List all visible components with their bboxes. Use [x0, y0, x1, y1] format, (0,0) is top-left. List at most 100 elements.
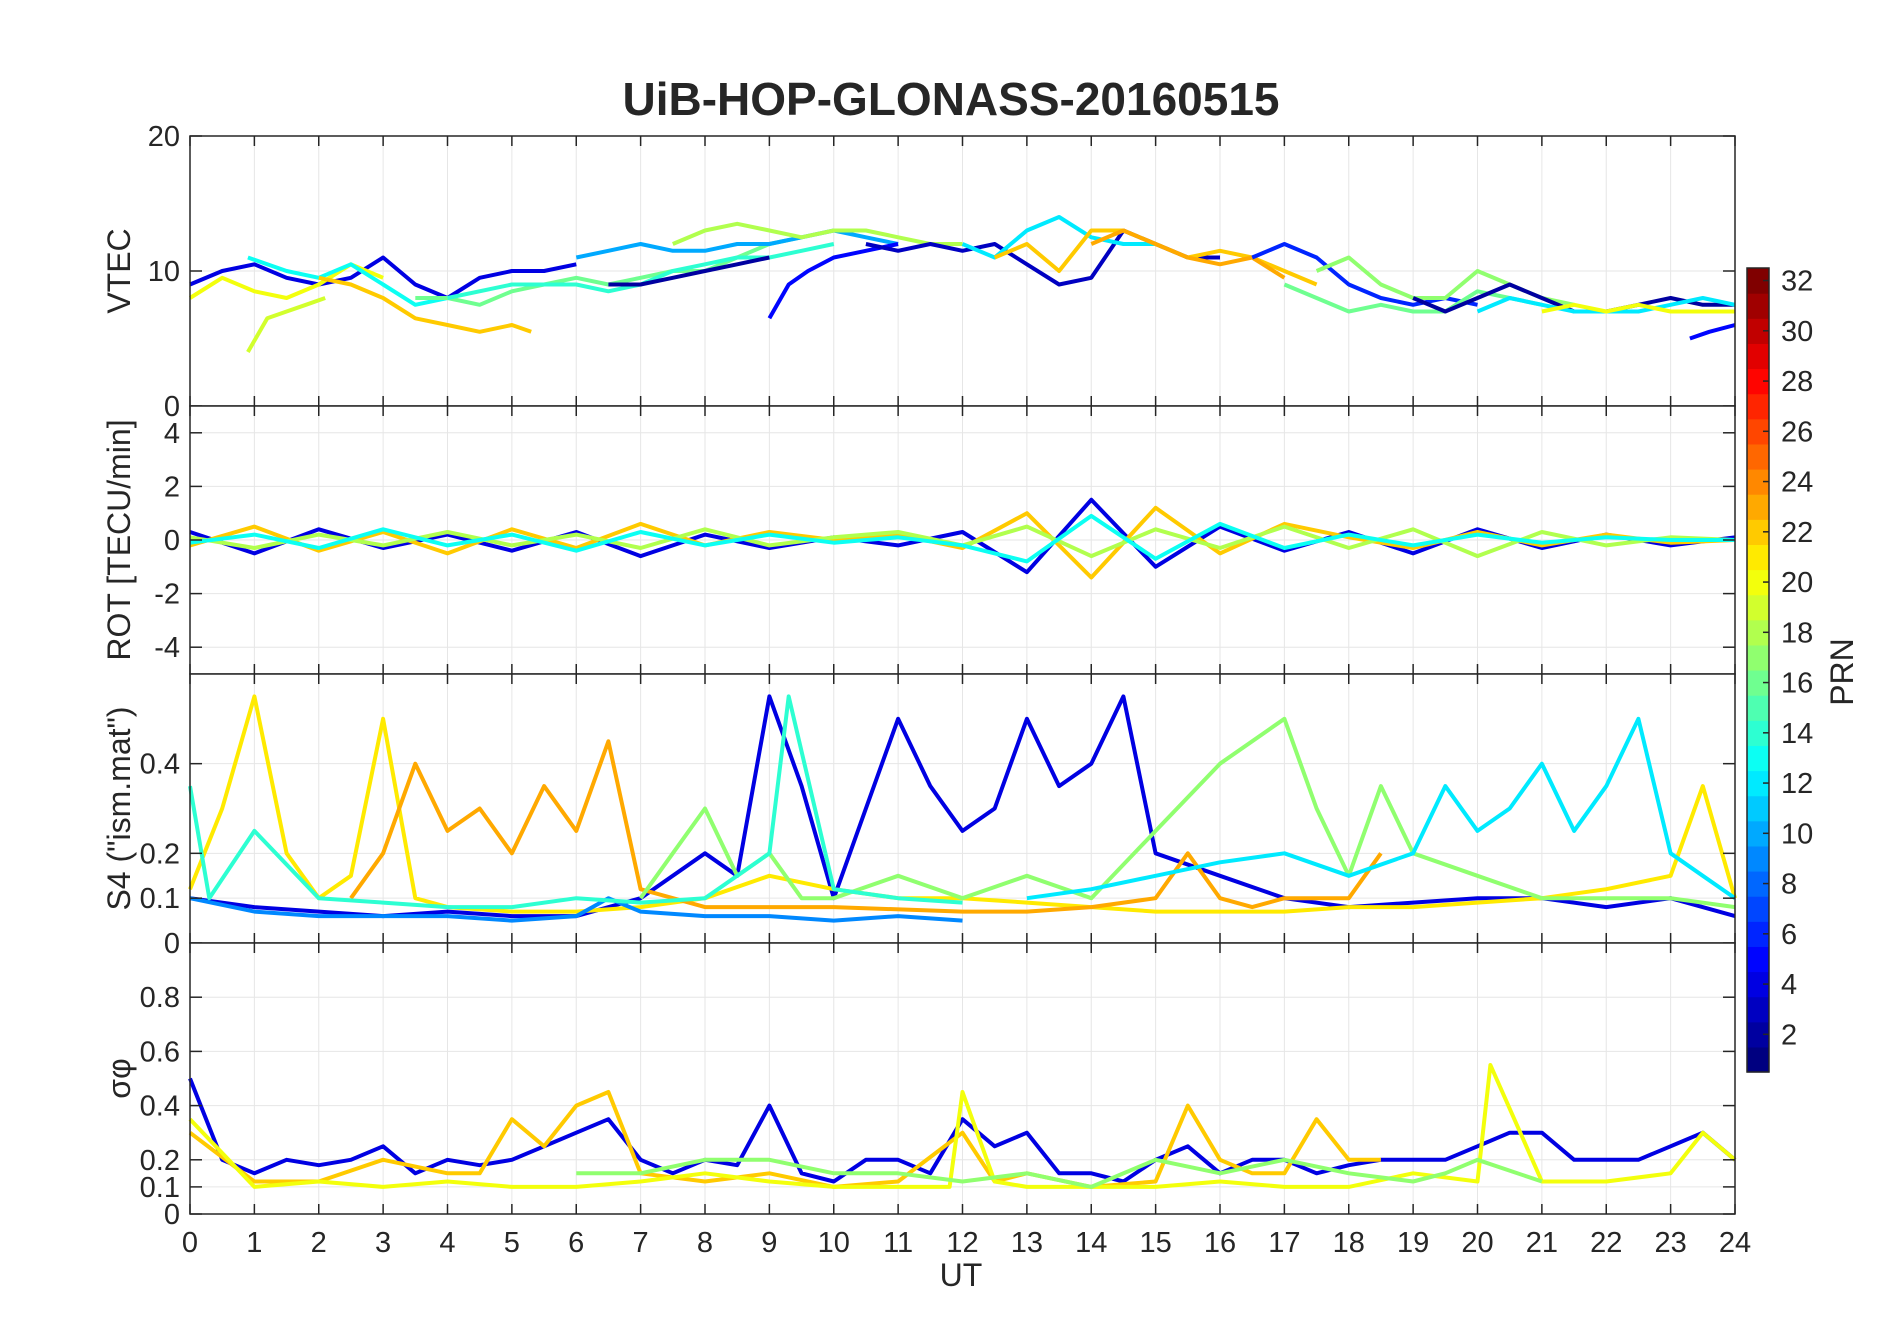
colorbar-swatch — [1747, 443, 1769, 470]
x-tick-label: 9 — [761, 1227, 777, 1259]
colorbar-swatch — [1747, 670, 1769, 696]
series-line-prn-22 — [318, 275, 532, 334]
colorbar-swatch — [1747, 393, 1769, 420]
y-tick-label: 0 — [164, 391, 180, 423]
colorbar-swatch — [1747, 594, 1769, 621]
x-tick-label: 24 — [1719, 1227, 1751, 1259]
colorbar-tick-label: 8 — [1781, 869, 1797, 901]
y-tick-label: 0 — [164, 1199, 180, 1231]
x-tick-label: 14 — [1075, 1227, 1107, 1259]
series-line-prn-14 — [188, 694, 963, 910]
colorbar-tick-label: 20 — [1781, 567, 1813, 599]
colorbar-tick-label: 2 — [1781, 1019, 1797, 1051]
panel-rot: -4 -2 0 2 4 ROT [TECU/min] — [101, 405, 1736, 675]
series-line-prn-4 — [189, 694, 1736, 919]
colorbar-frame — [1746, 267, 1770, 1073]
y-tick-label: 10 — [148, 256, 180, 288]
y-tick-label: 2 — [164, 471, 180, 503]
colorbar-swatch — [1747, 318, 1769, 344]
x-tick-label: 15 — [1139, 1227, 1171, 1259]
colorbar-tick-label: 4 — [1781, 969, 1797, 1001]
series-line-prn-5 — [767, 242, 899, 320]
colorbar-tick-label: 28 — [1781, 366, 1813, 398]
colorbar-swatch — [1747, 971, 1769, 998]
colorbar-swatch — [1747, 745, 1769, 772]
series-line-prn-23 — [349, 739, 1383, 914]
x-tick-label: 13 — [1011, 1227, 1043, 1259]
colorbar-tick-label: 30 — [1781, 316, 1813, 348]
x-tick-label: 19 — [1397, 1227, 1429, 1259]
colorbar-swatch — [1747, 871, 1769, 897]
y-tick-label: 0.2 — [140, 1145, 180, 1177]
colorbar-swatch — [1747, 946, 1769, 973]
colorbar-swatch — [1747, 921, 1769, 947]
colorbar-swatch — [1747, 368, 1769, 395]
series-line-prn-4 — [189, 255, 577, 300]
series-line-prn-13 — [189, 513, 1735, 564]
x-tick-label: 12 — [946, 1227, 978, 1259]
colorbar-tick-label: 24 — [1781, 467, 1813, 499]
y-axis-label: ROT [TECU/min] — [101, 419, 137, 660]
y-tick-label: 0 — [164, 525, 180, 557]
y-tick-label: 0.4 — [140, 1091, 180, 1123]
colorbar-tick-label: 14 — [1781, 718, 1813, 750]
colorbar-swatch — [1747, 343, 1769, 370]
x-tick-label: 4 — [439, 1227, 455, 1259]
colorbar-swatch — [1747, 619, 1769, 646]
x-tick-label: 3 — [375, 1227, 391, 1259]
series-line-prn-13 — [247, 255, 448, 307]
colorbar-swatch — [1747, 293, 1769, 319]
y-tick-label: 0.8 — [140, 982, 180, 1014]
colorbar-swatch — [1747, 845, 1769, 872]
colorbar-swatch — [1747, 1021, 1769, 1048]
colorbar-swatch — [1747, 720, 1769, 746]
x-tick-label: 5 — [504, 1227, 520, 1259]
y-tick-label: 0 — [164, 928, 180, 960]
colorbar-tick-label: 6 — [1781, 919, 1797, 951]
series-line-prn-16 — [1283, 282, 1543, 314]
y-tick-label: 0.6 — [140, 1036, 180, 1068]
x-tick-label: 8 — [697, 1227, 713, 1259]
panel-vtec: 0 10 20 VTEC — [101, 121, 1736, 423]
y-tick-label: 0.2 — [140, 838, 180, 870]
colorbar-swatch — [1747, 418, 1769, 445]
x-tick-label: 10 — [818, 1227, 850, 1259]
x-tick-label: 22 — [1590, 1227, 1622, 1259]
colorbar-tick-label: 10 — [1781, 818, 1813, 850]
figure-title: UiB-HOP-GLONASS-20160515 — [623, 73, 1280, 125]
series-line-prn-17 — [576, 1157, 1543, 1189]
x-tick-label: 0 — [182, 1227, 198, 1259]
y-axis-label: σφ — [101, 1058, 137, 1099]
y-tick-label: 4 — [164, 418, 180, 450]
colorbar-tick-label: 26 — [1781, 416, 1813, 448]
colorbar-swatch — [1747, 896, 1769, 922]
colorbar-swatch — [1747, 469, 1769, 495]
x-tick-label: 7 — [633, 1227, 649, 1259]
x-tick-label: 6 — [568, 1227, 584, 1259]
series-line-prn-9 — [189, 896, 963, 923]
colorbar-tick-label: 32 — [1781, 266, 1813, 298]
colorbar-tick-label: 12 — [1781, 768, 1813, 800]
colorbar-tick-label: 22 — [1781, 517, 1813, 549]
colorbar-swatch — [1747, 1046, 1769, 1073]
x-tick-label: 2 — [311, 1227, 327, 1259]
y-tick-label: 20 — [148, 121, 180, 153]
series-line-prn-2 — [608, 255, 770, 287]
colorbar-tick-label: 18 — [1781, 617, 1813, 649]
series-line-prn-22 — [189, 505, 1736, 580]
series-line-prn-5 — [1689, 323, 1736, 341]
x-tick-label: 1 — [246, 1227, 262, 1259]
y-tick-label: -4 — [154, 632, 180, 664]
colorbar-swatch — [1747, 996, 1769, 1023]
colorbar-swatch — [1747, 770, 1769, 797]
colorbar-swatch — [1747, 544, 1769, 571]
x-tick-label: 11 — [883, 1227, 913, 1259]
series-line-prn-10 — [575, 228, 899, 260]
colorbar-swatch — [1747, 268, 1769, 294]
colorbar-swatch — [1747, 795, 1769, 822]
x-axis-label: UT — [940, 1257, 983, 1293]
